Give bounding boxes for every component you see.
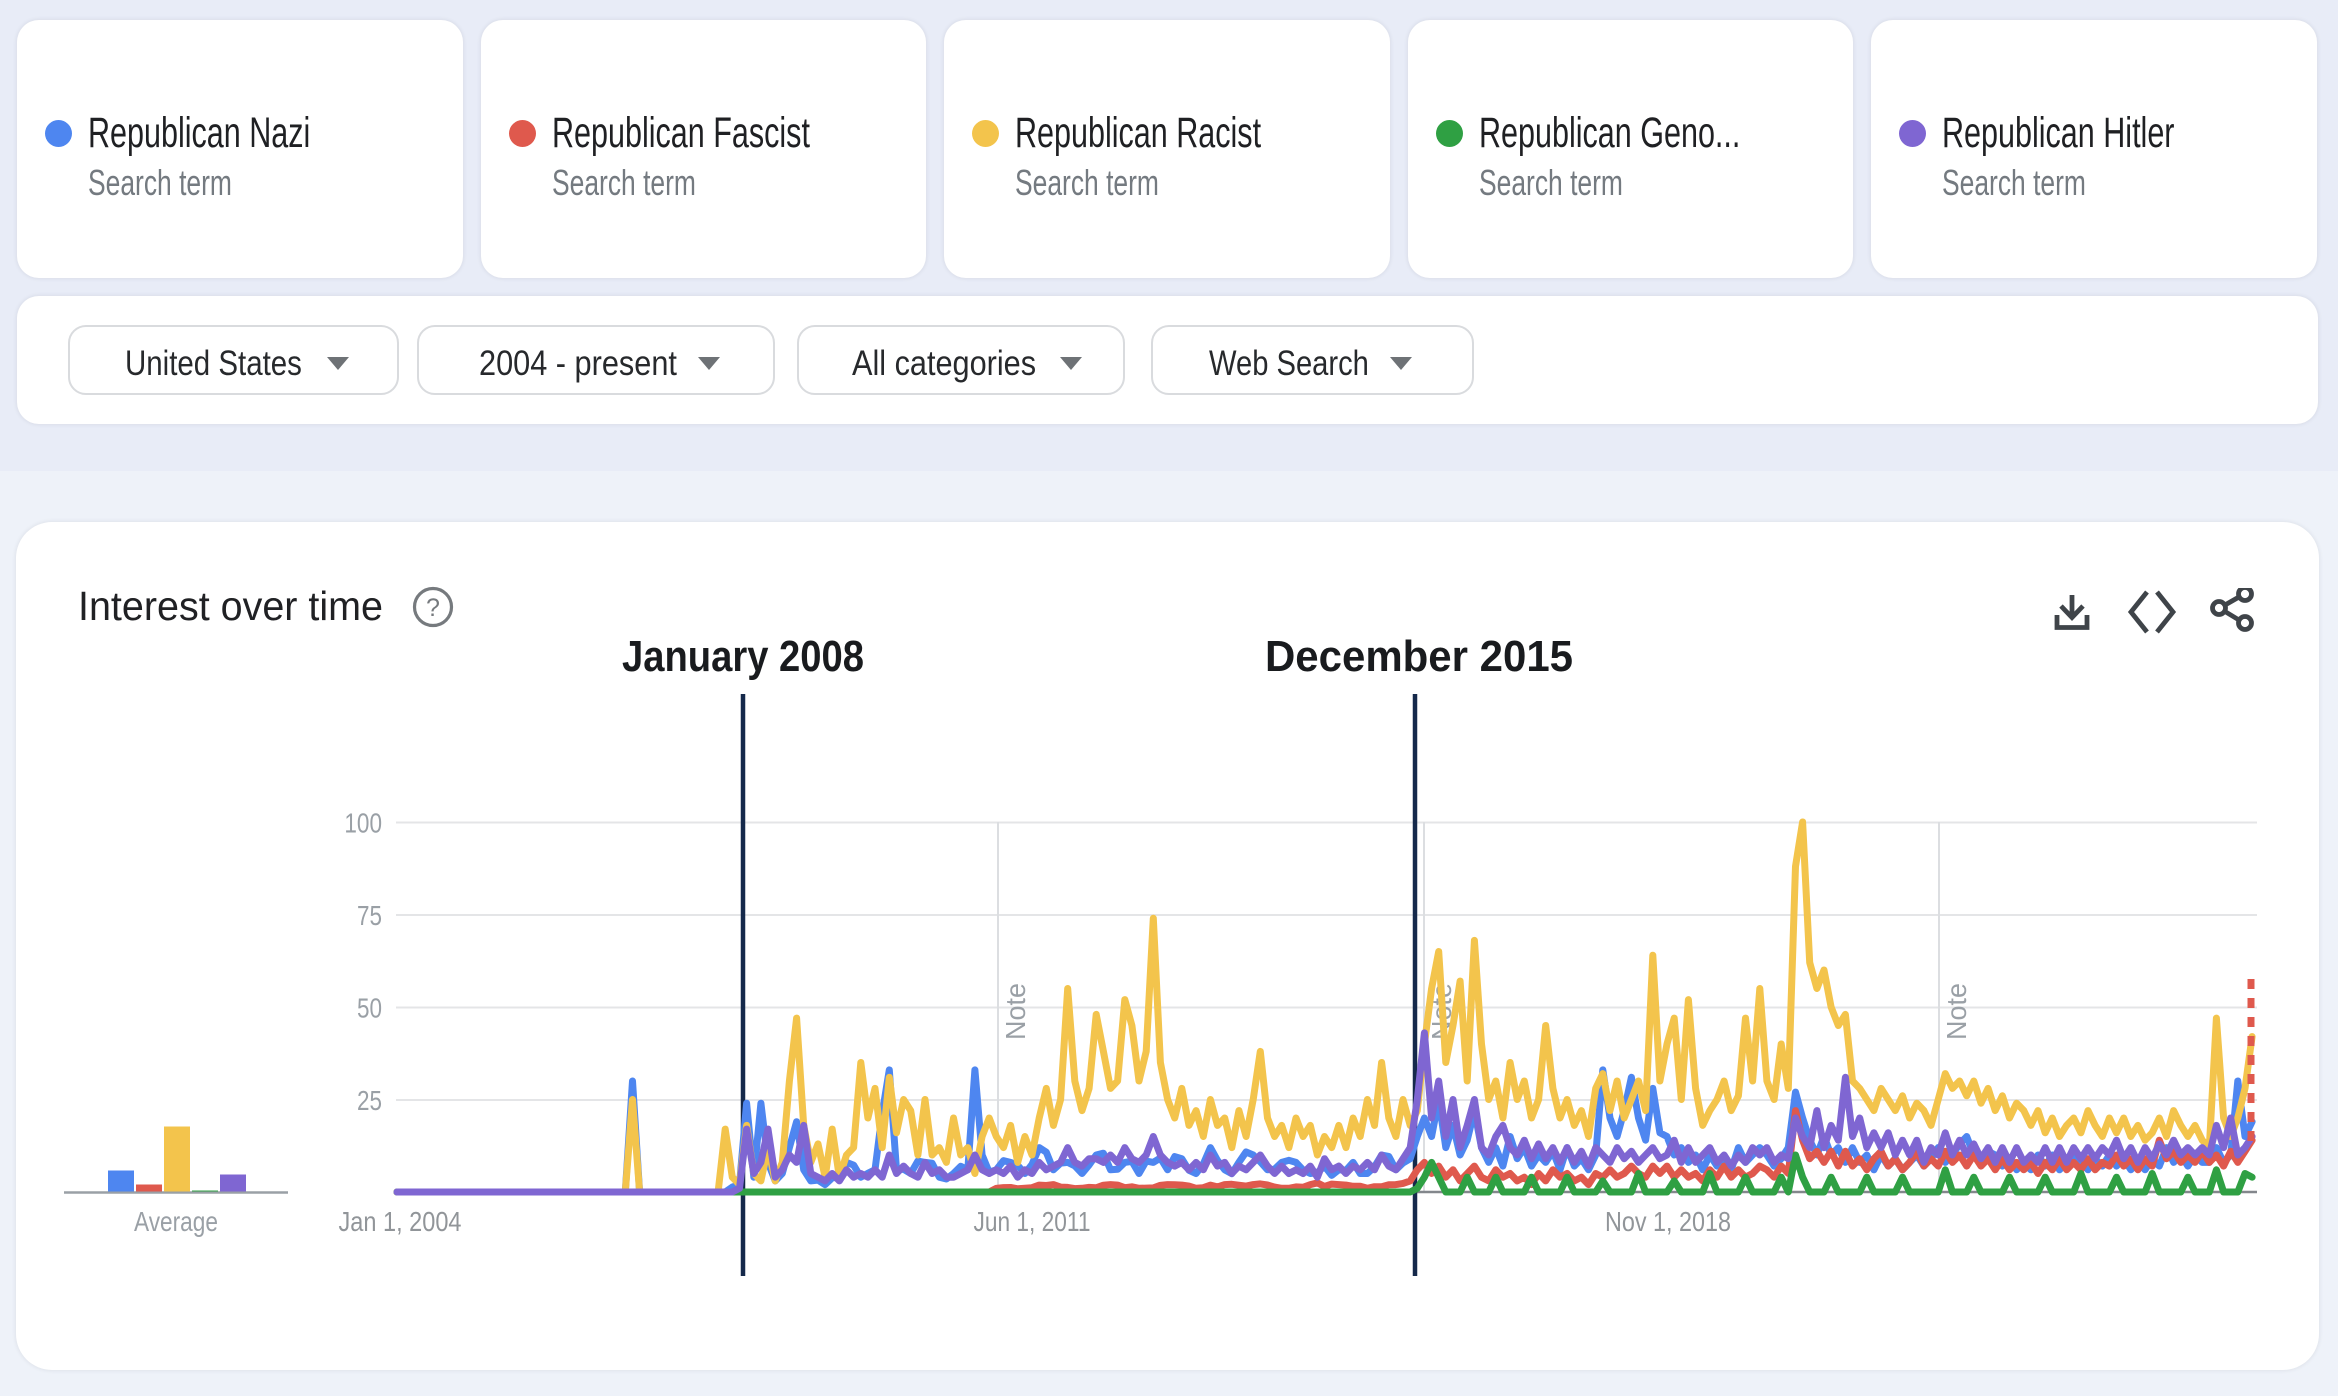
svg-text:January 2008: January 2008 xyxy=(622,632,864,681)
svg-text:50: 50 xyxy=(357,993,382,1024)
svg-text:Note: Note xyxy=(1000,983,1031,1040)
svg-text:Nov 1, 2018: Nov 1, 2018 xyxy=(1605,1206,1731,1237)
svg-text:Jun 1, 2011: Jun 1, 2011 xyxy=(974,1206,1091,1237)
svg-text:100: 100 xyxy=(344,808,382,839)
svg-text:25: 25 xyxy=(357,1085,382,1116)
svg-text:Note: Note xyxy=(1941,983,1972,1040)
svg-text:?: ? xyxy=(426,594,440,622)
svg-text:December 2015: December 2015 xyxy=(1265,632,1573,681)
svg-text:Average: Average xyxy=(134,1206,218,1237)
svg-text:Jan 1, 2004: Jan 1, 2004 xyxy=(339,1206,462,1237)
svg-text:75: 75 xyxy=(357,900,382,931)
